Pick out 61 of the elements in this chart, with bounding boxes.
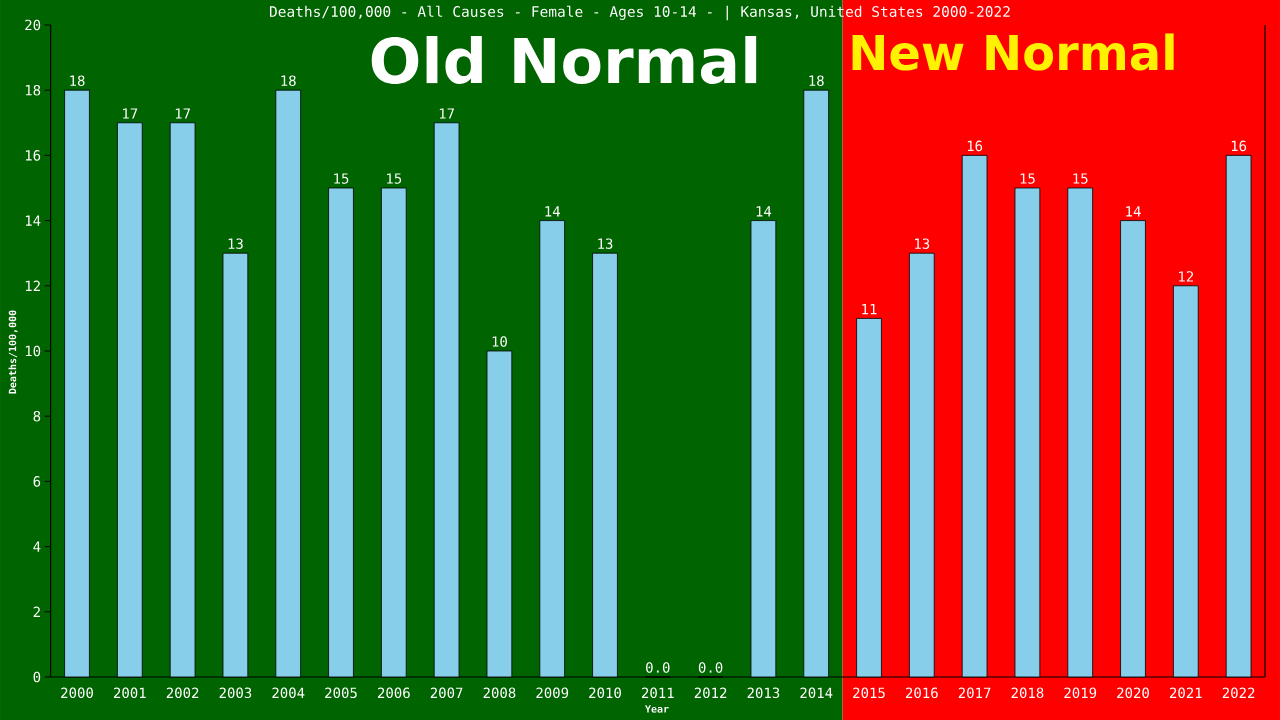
x-tick-label: 2018	[1011, 687, 1044, 699]
x-tick-label: 2013	[747, 687, 780, 699]
data-label: 15	[387, 173, 402, 184]
data-label: 10	[492, 336, 507, 347]
data-label: 13	[598, 238, 613, 249]
data-label: 0.0	[646, 662, 670, 673]
x-tick-label: 2019	[1064, 687, 1097, 699]
y-tick-label: 18	[25, 84, 41, 96]
data-label: 14	[1126, 206, 1141, 217]
band-label: Old Normal	[371, 36, 757, 84]
x-tick-label: 2021	[1169, 687, 1202, 699]
data-label: 15	[1020, 173, 1035, 184]
x-tick-label: 2017	[958, 687, 991, 699]
x-tick-label: 2011	[641, 687, 674, 699]
x-axis-title: Year	[645, 705, 669, 713]
data-label: 17	[439, 108, 454, 119]
x-tick-label: 2020	[1117, 687, 1149, 699]
x-tick-label: 2005	[325, 687, 357, 699]
data-label: 15	[334, 173, 349, 184]
data-label: 17	[175, 108, 190, 119]
y-tick-label: 20	[25, 19, 41, 31]
data-label: 16	[1231, 140, 1247, 152]
y-axis-title: Deaths/100,000	[8, 310, 18, 394]
x-tick-label: 2003	[219, 687, 252, 699]
y-tick-label: 16	[25, 150, 41, 161]
data-label: 14	[756, 206, 772, 217]
y-tick-label: 12	[25, 280, 40, 291]
x-tick-label: 2016	[905, 687, 938, 699]
y-tick-label: 10	[25, 345, 41, 357]
data-label: 17	[123, 108, 138, 119]
data-label: 18	[70, 75, 85, 86]
data-label: 18	[281, 75, 296, 86]
x-tick-label: 2015	[853, 687, 885, 699]
y-tick-label: 6	[33, 476, 41, 487]
x-tick-label: 2002	[166, 687, 199, 699]
x-tick-label: 2009	[536, 687, 569, 699]
data-label: 15	[1073, 173, 1088, 184]
data-label: 0.0	[698, 662, 723, 673]
x-tick-label: 2010	[589, 687, 621, 699]
y-tick-label: 2	[33, 606, 40, 617]
band-label: New Normal	[852, 33, 1174, 71]
data-label: 18	[809, 75, 824, 86]
x-tick-label: 2006	[377, 687, 410, 699]
y-tick-label: 14	[25, 215, 41, 226]
x-tick-label: 2014	[800, 687, 833, 699]
x-tick-label: 2022	[1222, 687, 1255, 699]
x-tick-label: 2008	[483, 687, 516, 699]
data-label: 13	[228, 238, 243, 249]
y-tick-label: 8	[33, 410, 41, 422]
data-label: 14	[545, 206, 560, 217]
data-label: 13	[915, 238, 930, 249]
x-tick-label: 2001	[113, 687, 146, 699]
data-label: 11	[862, 303, 877, 315]
data-label: 12	[1179, 271, 1194, 282]
x-tick-label: 2012	[694, 687, 727, 699]
y-tick-label: 0	[33, 671, 41, 683]
x-tick-label: 2000	[61, 687, 93, 699]
x-tick-label: 2007	[430, 687, 463, 699]
data-label: 16	[967, 140, 983, 152]
y-tick-label: 4	[33, 541, 41, 552]
x-tick-label: 2004	[272, 687, 305, 699]
